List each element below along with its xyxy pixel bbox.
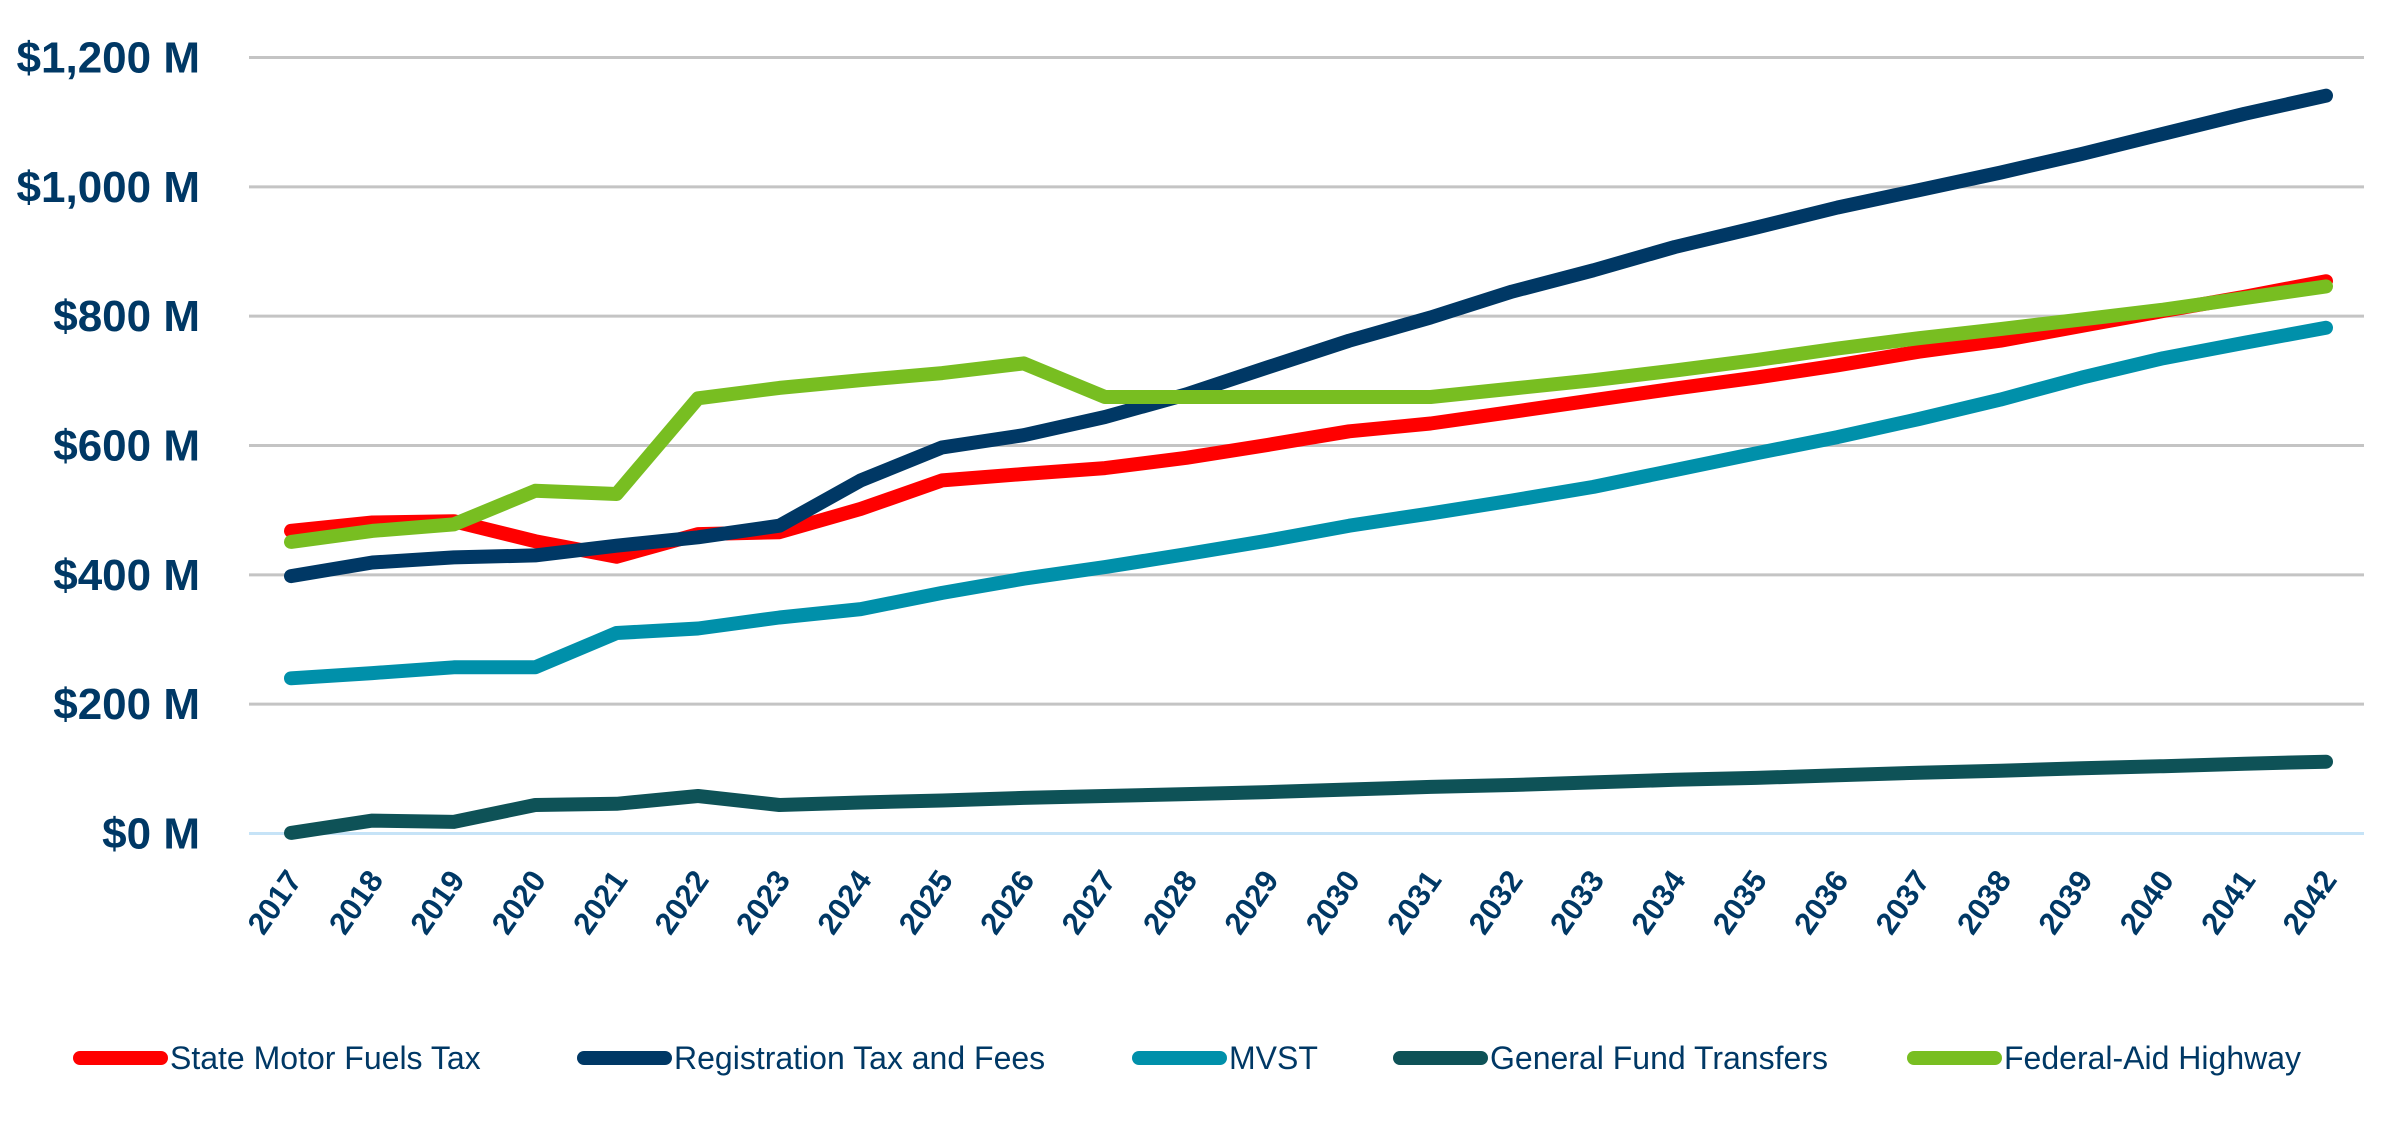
x-tick-label: 2027: [1055, 864, 1123, 941]
y-tick-label: $400 M: [53, 551, 200, 600]
x-tick-label: 2026: [973, 864, 1041, 941]
x-tick-label: 2040: [2113, 864, 2181, 941]
legend-label: Federal-Aid Highway: [2004, 1040, 2301, 1076]
x-tick-label: 2033: [1543, 864, 1611, 941]
gridlines: [249, 56, 2364, 835]
series-line-federal-aid-highway: [284, 279, 2333, 549]
legend-item-state-motor-fuels-tax: State Motor Fuels Tax: [73, 1040, 481, 1076]
x-tick-label: 2023: [729, 864, 797, 941]
y-tick-label: $0 M: [102, 810, 200, 859]
y-tick-label: $600 M: [53, 422, 200, 471]
x-tick-label: 2022: [648, 864, 716, 941]
series-line-mvst: [284, 320, 2333, 686]
legend-label: State Motor Fuels Tax: [170, 1040, 481, 1076]
x-tick-label: 2029: [1217, 864, 1285, 941]
x-tick-label: 2042: [2276, 864, 2344, 941]
x-tick-label: 2021: [566, 864, 634, 941]
x-tick-label: 2038: [1950, 864, 2018, 941]
y-axis-ticks: $0 M $200 M $400 M $600 M $800 M $1,000 M $1,2…: [17, 34, 200, 859]
legend-label: MVST: [1229, 1040, 1318, 1076]
x-tick-label: 2039: [2031, 864, 2099, 941]
x-tick-label: 2031: [1380, 864, 1448, 941]
legend-item-mvst: MVST: [1132, 1040, 1318, 1076]
legend-item-federal-aid-highway: Federal-Aid Highway: [1907, 1040, 2301, 1076]
legend-label: Registration Tax and Fees: [674, 1040, 1045, 1076]
legend-label: General Fund Transfers: [1490, 1040, 1828, 1076]
y-tick-label: $200 M: [53, 680, 200, 729]
x-tick-label: 2017: [241, 864, 309, 941]
y-tick-label: $1,000 M: [17, 163, 200, 212]
x-tick-label: 2030: [1299, 864, 1367, 941]
x-tick-label: 2032: [1462, 864, 1530, 941]
legend-item-general-fund-transfers: General Fund Transfers: [1393, 1040, 1828, 1076]
x-tick-label: 2028: [1136, 864, 1204, 941]
y-tick-label: $800 M: [53, 292, 200, 341]
x-tick-label: 2034: [1624, 863, 1693, 940]
series-line-general-fund-transfers: [284, 754, 2333, 840]
legend: State Motor Fuels Tax Registration Tax an…: [73, 1040, 2301, 1076]
x-tick-label: 2035: [1706, 864, 1774, 941]
x-tick-label: 2024: [810, 863, 879, 940]
x-tick-label: 2020: [485, 864, 553, 941]
legend-item-registration-tax-and-fees: Registration Tax and Fees: [577, 1040, 1045, 1076]
series-lines: [284, 88, 2333, 840]
x-tick-label: 2037: [1869, 864, 1937, 941]
series-line-state-motor-fuels-tax: [284, 274, 2333, 564]
x-axis-ticks: 2017 2018 2019 2020 2021 2022 2023 2024 2025 2026…: [241, 863, 2344, 940]
y-tick-label: $1,200 M: [17, 34, 200, 83]
x-tick-label: 2018: [322, 864, 390, 941]
x-tick-label: 2036: [1787, 864, 1855, 941]
x-tick-label: 2025: [892, 864, 960, 941]
series-line-registration-tax-and-fees: [284, 88, 2333, 584]
x-tick-label: 2041: [2194, 864, 2262, 941]
x-tick-label: 2019: [403, 864, 471, 941]
